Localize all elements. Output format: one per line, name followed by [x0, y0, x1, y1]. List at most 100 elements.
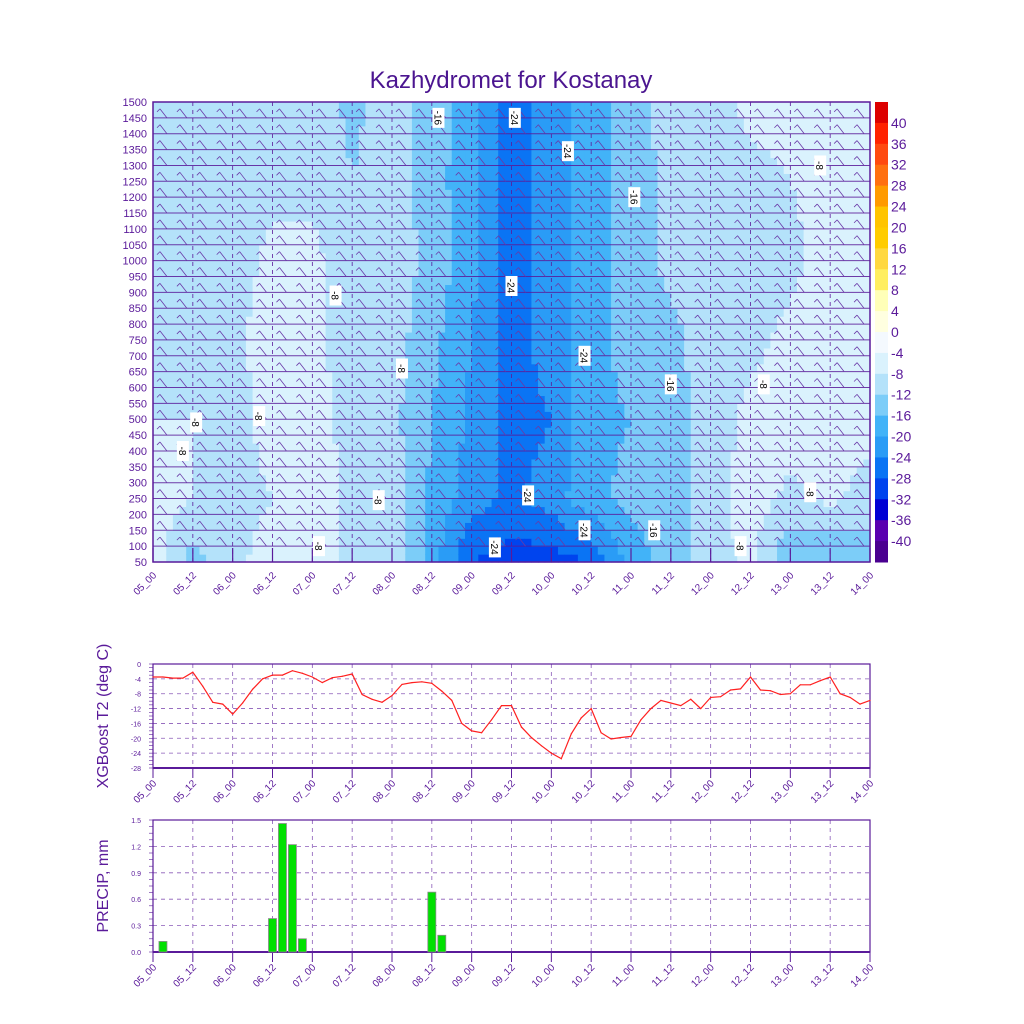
temperature-cell: [504, 244, 513, 254]
temperature-cell: [498, 117, 506, 127]
temperature-cell: [166, 387, 174, 397]
temperature-cell: [153, 363, 161, 373]
temperature-cell: [325, 165, 333, 174]
temperature-cell: [511, 316, 519, 325]
temperature-cell: [677, 443, 685, 452]
temperature-cell: [352, 125, 360, 135]
temperature-cell: [611, 205, 619, 214]
temperature-cell: [458, 109, 466, 119]
temperature-cell: [226, 109, 234, 119]
temperature-cell: [491, 117, 499, 127]
temperature-cell: [650, 292, 659, 301]
temperature-cell: [418, 165, 426, 174]
temperature-cell: [551, 554, 559, 563]
temperature-cell: [504, 395, 513, 404]
temperature-cell: [657, 189, 665, 198]
temperature-cell: [690, 419, 698, 428]
temperature-cell: [378, 109, 386, 119]
temperature-cell: [212, 181, 220, 190]
temperature-cell: [219, 189, 227, 198]
temperature-cell: [498, 252, 506, 262]
temperature-cell: [166, 228, 174, 238]
temperature-cell: [531, 244, 539, 254]
temperature-cell: [172, 339, 181, 349]
temperature-cell: [597, 506, 606, 516]
temperature-cell: [345, 181, 353, 190]
temperature-cell: [657, 443, 665, 452]
temperature-cell: [179, 268, 187, 278]
temperature-cell: [644, 157, 652, 167]
temperature-cell: [631, 324, 639, 333]
temperature-cell: [192, 355, 201, 365]
temperature-cell: [358, 427, 367, 436]
temperature-cell: [617, 173, 625, 182]
temperature-cell: [491, 427, 499, 436]
temperature-cell: [677, 102, 685, 111]
temperature-cell: [305, 165, 313, 174]
temperature-cell: [504, 260, 513, 270]
temperature-cell: [206, 189, 214, 198]
temperature-cell: [704, 316, 712, 325]
temperature-cell: [504, 268, 513, 278]
temperature-cell: [597, 157, 606, 167]
temperature-cell: [445, 546, 453, 555]
temperature-cell: [285, 490, 294, 500]
temperature-cell: [617, 498, 625, 508]
temperature-cell: [312, 443, 320, 452]
temperature-cell: [159, 260, 167, 270]
temperature-cell: [631, 339, 639, 349]
temperature-cell: [704, 308, 712, 317]
temperature-cell: [670, 300, 679, 309]
temperature-cell: [305, 205, 313, 214]
temperature-cell: [484, 554, 493, 563]
temperature-cell: [631, 284, 639, 293]
temperature-cell: [438, 149, 446, 159]
temperature-cell: [717, 498, 725, 508]
temperature-cell: [299, 157, 307, 167]
temperature-cell: [259, 189, 267, 198]
temperature-cell: [577, 403, 586, 412]
temperature-cell: [637, 125, 645, 135]
temperature-cell: [484, 173, 493, 182]
temperature-cell: [318, 284, 327, 293]
temperature-cell: [637, 514, 645, 523]
temperature-cell: [617, 435, 625, 444]
temperature-cell: [571, 395, 579, 404]
temperature-cell: [305, 514, 313, 523]
temperature-cell: [591, 546, 599, 555]
temperature-cell: [677, 546, 685, 555]
temperature-cell: [418, 490, 426, 500]
temperature-cell: [551, 332, 559, 341]
temperature-cell: [338, 347, 347, 357]
temperature-cell: [358, 165, 367, 174]
temperature-cell: [425, 554, 433, 563]
temperature-cell: [239, 506, 247, 516]
temperature-cell: [358, 363, 367, 373]
temperature-cell: [684, 332, 692, 341]
temperature-cell: [524, 189, 533, 198]
temperature-cell: [265, 482, 274, 492]
temperature-cell: [239, 474, 247, 484]
temperature-cell: [690, 522, 698, 531]
temperature-cell: [544, 189, 552, 198]
temperature-cell: [325, 117, 333, 127]
temperature-cell: [212, 125, 220, 135]
temperature-cell: [524, 165, 533, 174]
temperature-cell: [670, 276, 679, 286]
temperature-cell: [365, 117, 373, 127]
temperature-cell: [657, 419, 665, 428]
temperature-cell: [398, 482, 406, 492]
temperature-cell: [465, 339, 473, 349]
temperature-cell: [617, 363, 625, 373]
temperature-cell: [153, 530, 161, 539]
temperature-cell: [531, 197, 539, 206]
temperature-cell: [584, 371, 592, 381]
temperature-cell: [644, 450, 652, 460]
temperature-cell: [352, 347, 360, 357]
temperature-cell: [259, 522, 267, 531]
temperature-cell: [345, 546, 353, 555]
temperature-cell: [431, 228, 440, 238]
temperature-cell: [232, 109, 240, 119]
temperature-cell: [285, 197, 294, 206]
temperature-cell: [325, 324, 333, 333]
